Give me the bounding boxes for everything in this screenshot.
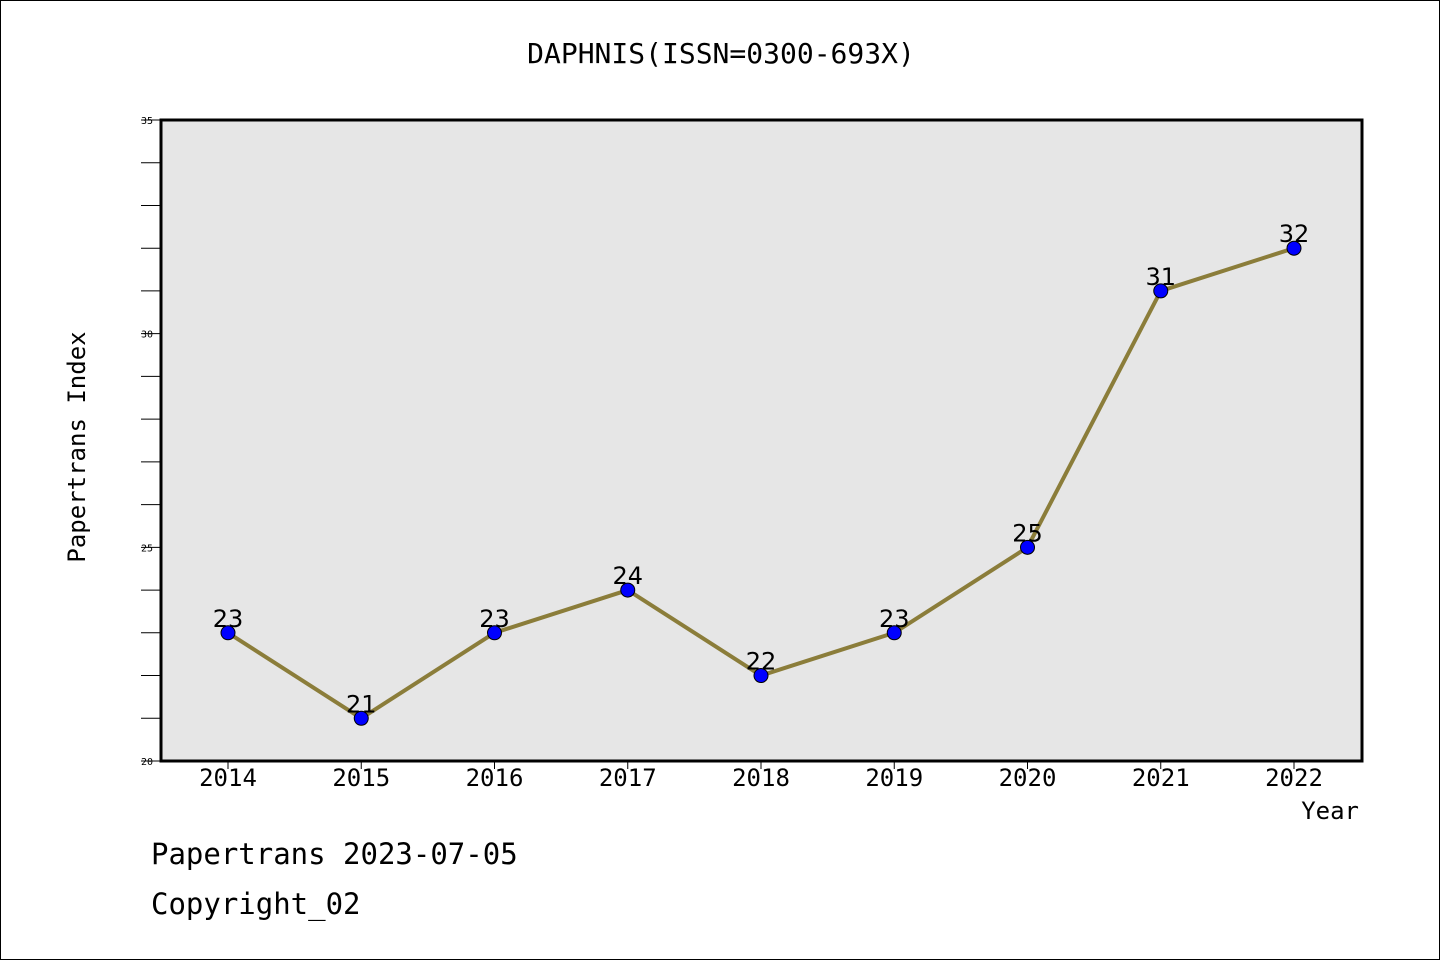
data-point (1020, 539, 1035, 555)
x-tick-label: 2019 (865, 764, 923, 792)
y-tick-label: 35 (141, 116, 153, 127)
data-label: 24 (612, 562, 643, 590)
x-tick-label: 2015 (332, 764, 390, 792)
footer-copyright: Copyright_02 (151, 887, 361, 921)
data-point (1286, 240, 1302, 256)
y-tick-label: 20 (141, 757, 153, 768)
x-tick-label: 2021 (1132, 764, 1190, 792)
data-point (487, 625, 502, 641)
data-point (620, 582, 636, 598)
data-point (886, 625, 902, 641)
y-tick-label: 30 (141, 330, 153, 341)
footer-date: Papertrans 2023-07-05 (151, 837, 518, 871)
x-tick-label: 2020 (999, 764, 1057, 792)
data-label: 21 (346, 690, 377, 718)
data-point (1153, 283, 1169, 299)
y-tick-label: 25 (141, 543, 153, 554)
data-label: 23 (879, 605, 910, 633)
data-point (220, 625, 236, 641)
data-label: 23 (479, 605, 510, 633)
data-point (353, 710, 369, 726)
x-tick-label: 2014 (199, 764, 257, 792)
x-tick-label: 2016 (466, 764, 524, 792)
x-tick-label: 2017 (599, 764, 657, 792)
plot-border (159, 118, 1364, 763)
x-tick-label: 2018 (732, 764, 790, 792)
chart-title: DAPHNIS(ISSN=0300-693X) (527, 37, 915, 70)
plot-area (161, 120, 1362, 761)
data-label: 31 (1145, 263, 1176, 291)
x-tick-label: 2022 (1265, 764, 1323, 792)
data-label: 22 (746, 648, 777, 676)
data-point (753, 668, 769, 684)
data-label: 25 (1012, 519, 1043, 547)
x-axis-label: Year (1301, 797, 1359, 825)
data-label: 23 (213, 605, 244, 633)
data-label: 32 (1279, 220, 1310, 248)
